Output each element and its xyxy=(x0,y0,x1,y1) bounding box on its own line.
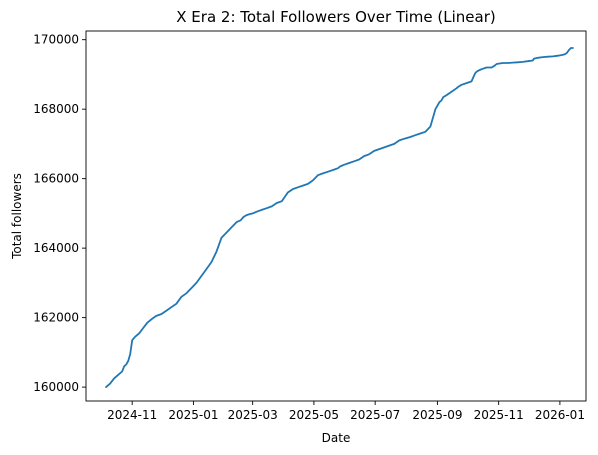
x-tick-label: 2026-01 xyxy=(535,408,585,422)
plot-area: 2024-11 2025-01 2025-03 2025-05 2025-07 2025-… xyxy=(33,30,587,422)
y-tick-label: 168000 xyxy=(33,102,79,116)
y-axis: 160000 162000 164000 166000 168000 170000 xyxy=(33,33,86,394)
series-layer xyxy=(105,47,574,389)
x-tick-label: 2024-11 xyxy=(107,408,157,422)
y-tick-label: 162000 xyxy=(33,311,79,325)
series-line xyxy=(105,47,574,389)
x-tick-label: 2025-11 xyxy=(474,408,524,422)
x-tick-label: 2025-01 xyxy=(168,408,218,422)
x-axis-label: Date xyxy=(322,431,351,445)
plot-frame xyxy=(85,30,587,402)
y-axis-label: Total followers xyxy=(10,173,24,260)
chart-title: X Era 2: Total Followers Over Time (Line… xyxy=(176,8,496,26)
y-tick-label: 160000 xyxy=(33,380,79,394)
x-tick-label: 2025-09 xyxy=(412,408,462,422)
x-tick-label: 2025-05 xyxy=(289,408,339,422)
x-axis: 2024-11 2025-01 2025-03 2025-05 2025-07 2025-… xyxy=(107,401,585,422)
x-tick-label: 2025-03 xyxy=(228,408,278,422)
x-tick-label: 2025-07 xyxy=(350,408,400,422)
y-tick-label: 166000 xyxy=(33,172,79,186)
y-tick-label: 164000 xyxy=(33,241,79,255)
y-tick-label: 170000 xyxy=(33,33,79,47)
